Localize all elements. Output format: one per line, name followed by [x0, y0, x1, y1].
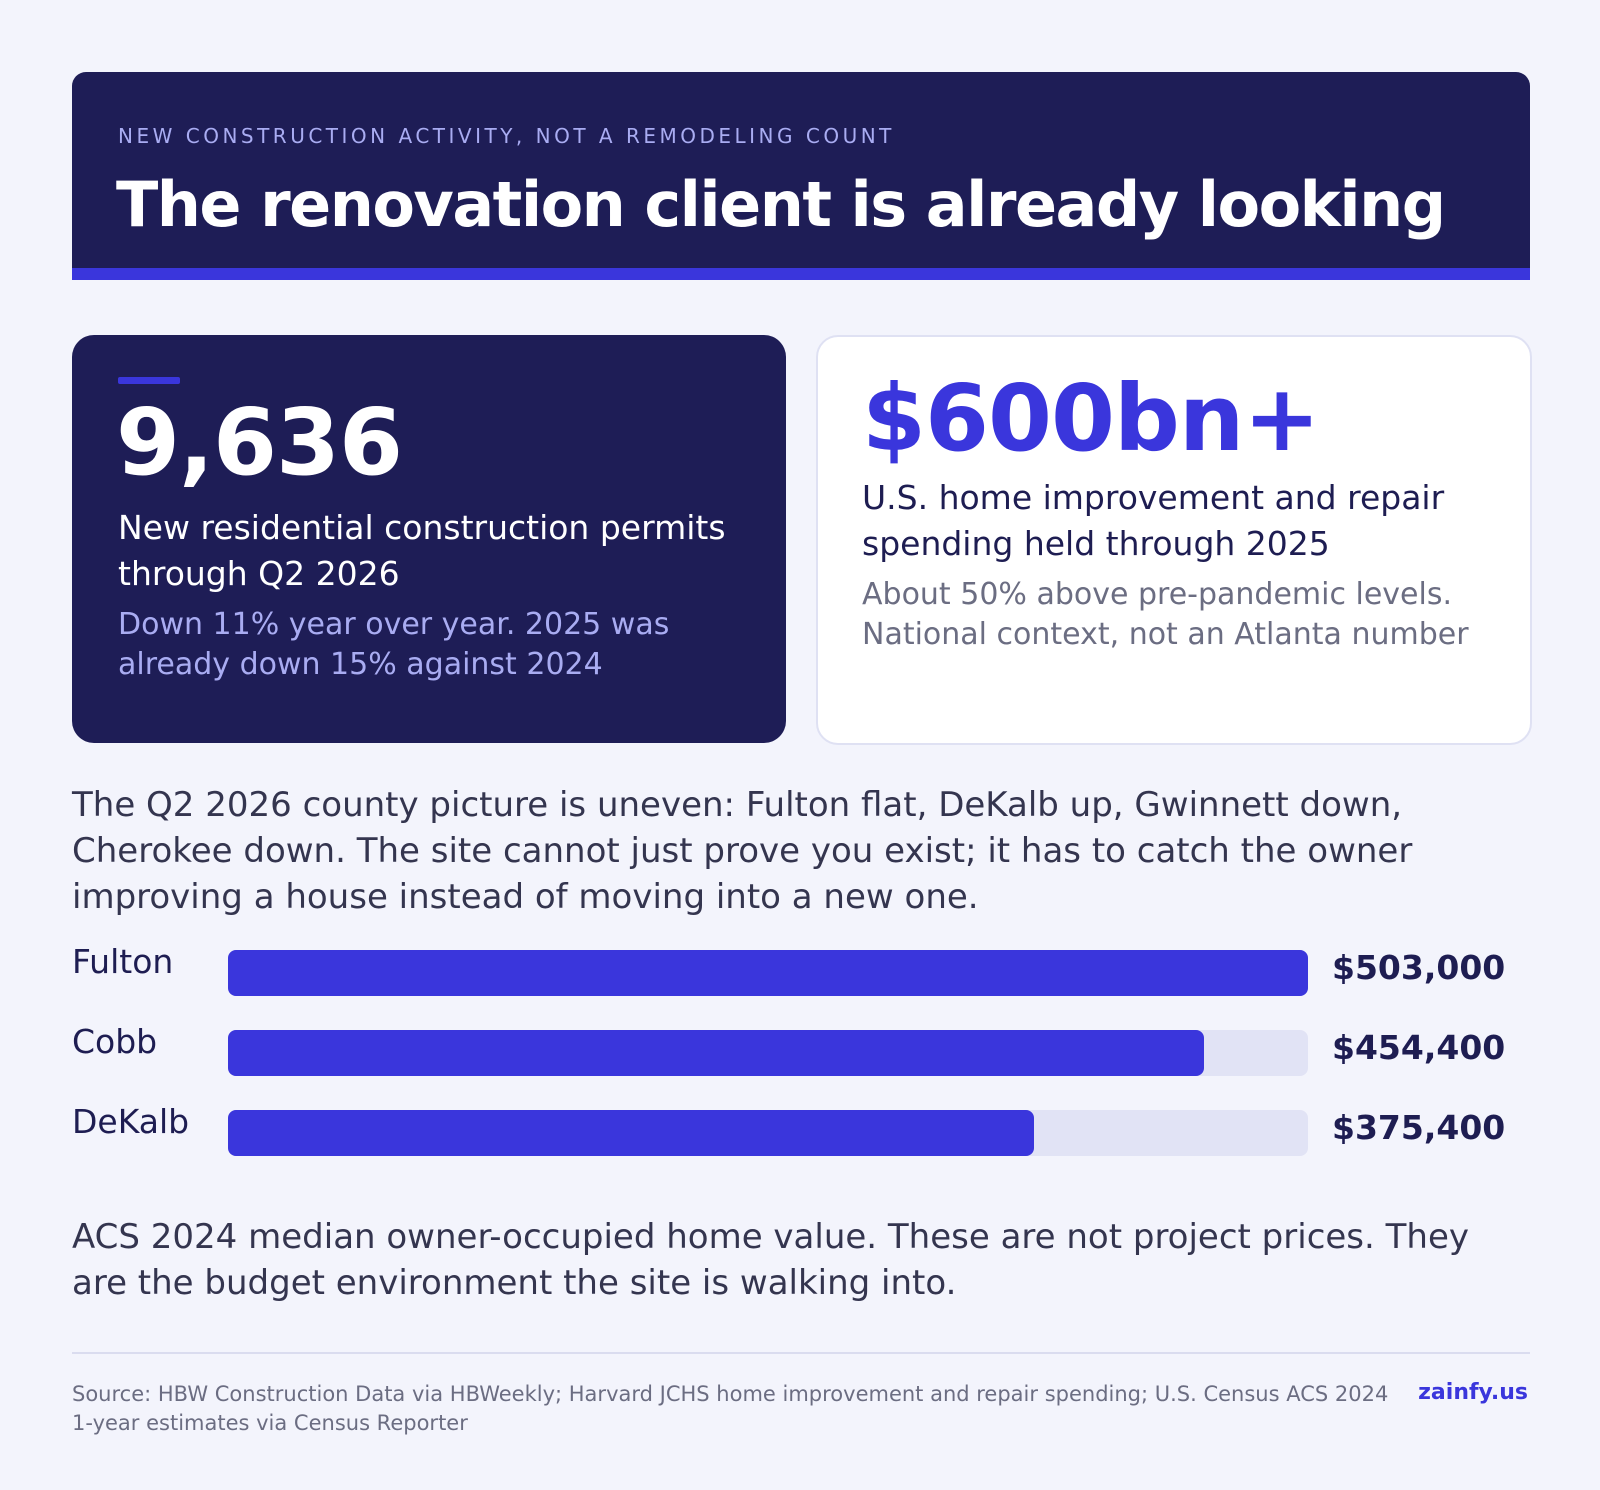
- page-title: The renovation client is already looking: [116, 168, 1446, 241]
- spending-stat-card: $600bn+ U.S. home improvement and repair…: [816, 335, 1532, 745]
- bar-value-cobb: $454,400: [1332, 1028, 1506, 1067]
- permits-stat-card: 9,636 New residential construction permi…: [72, 335, 786, 743]
- chart-caption: ACS 2024 median owner-occupied home valu…: [72, 1217, 1469, 1303]
- home-value-bar-chart: Fulton $503,000 Cobb $454,400 DeKalb $37…: [72, 942, 1532, 1180]
- bar-track-dekalb: [228, 1110, 1308, 1156]
- eyebrow-text: NEW CONSTRUCTION ACTIVITY, NOT A REMODEL…: [118, 124, 895, 148]
- source-note: Source: HBW Construction Data via HBWeek…: [72, 1382, 1389, 1435]
- bar-label-fulton: Fulton: [72, 942, 174, 981]
- footer-divider: [72, 1352, 1530, 1354]
- bar-dekalb: [228, 1110, 1034, 1156]
- permits-value: 9,636: [116, 389, 403, 496]
- intro-paragraph: The Q2 2026 county picture is uneven: Fu…: [72, 785, 1413, 917]
- brand-link[interactable]: zainfy.us: [1418, 1380, 1528, 1405]
- spending-label: U.S. home improvement and repair spendin…: [862, 478, 1445, 563]
- bar-label-dekalb: DeKalb: [72, 1102, 190, 1141]
- bar-track-cobb: [228, 1030, 1308, 1076]
- bar-value-fulton: $503,000: [1332, 948, 1506, 987]
- accent-line: [118, 377, 180, 384]
- bar-fulton: [228, 950, 1308, 996]
- permits-label: New residential construction permits thr…: [118, 508, 726, 593]
- bar-value-dekalb: $375,400: [1332, 1108, 1506, 1147]
- spending-note: About 50% above pre-pandemic levels. Nat…: [862, 577, 1469, 652]
- spending-value: $600bn+: [862, 365, 1320, 472]
- bar-track-fulton: [228, 950, 1308, 996]
- bar-cobb: [228, 1030, 1204, 1076]
- header-banner: NEW CONSTRUCTION ACTIVITY, NOT A REMODEL…: [72, 72, 1530, 280]
- permits-note: Down 11% year over year. 2025 was alread…: [118, 607, 670, 682]
- bar-label-cobb: Cobb: [72, 1022, 158, 1061]
